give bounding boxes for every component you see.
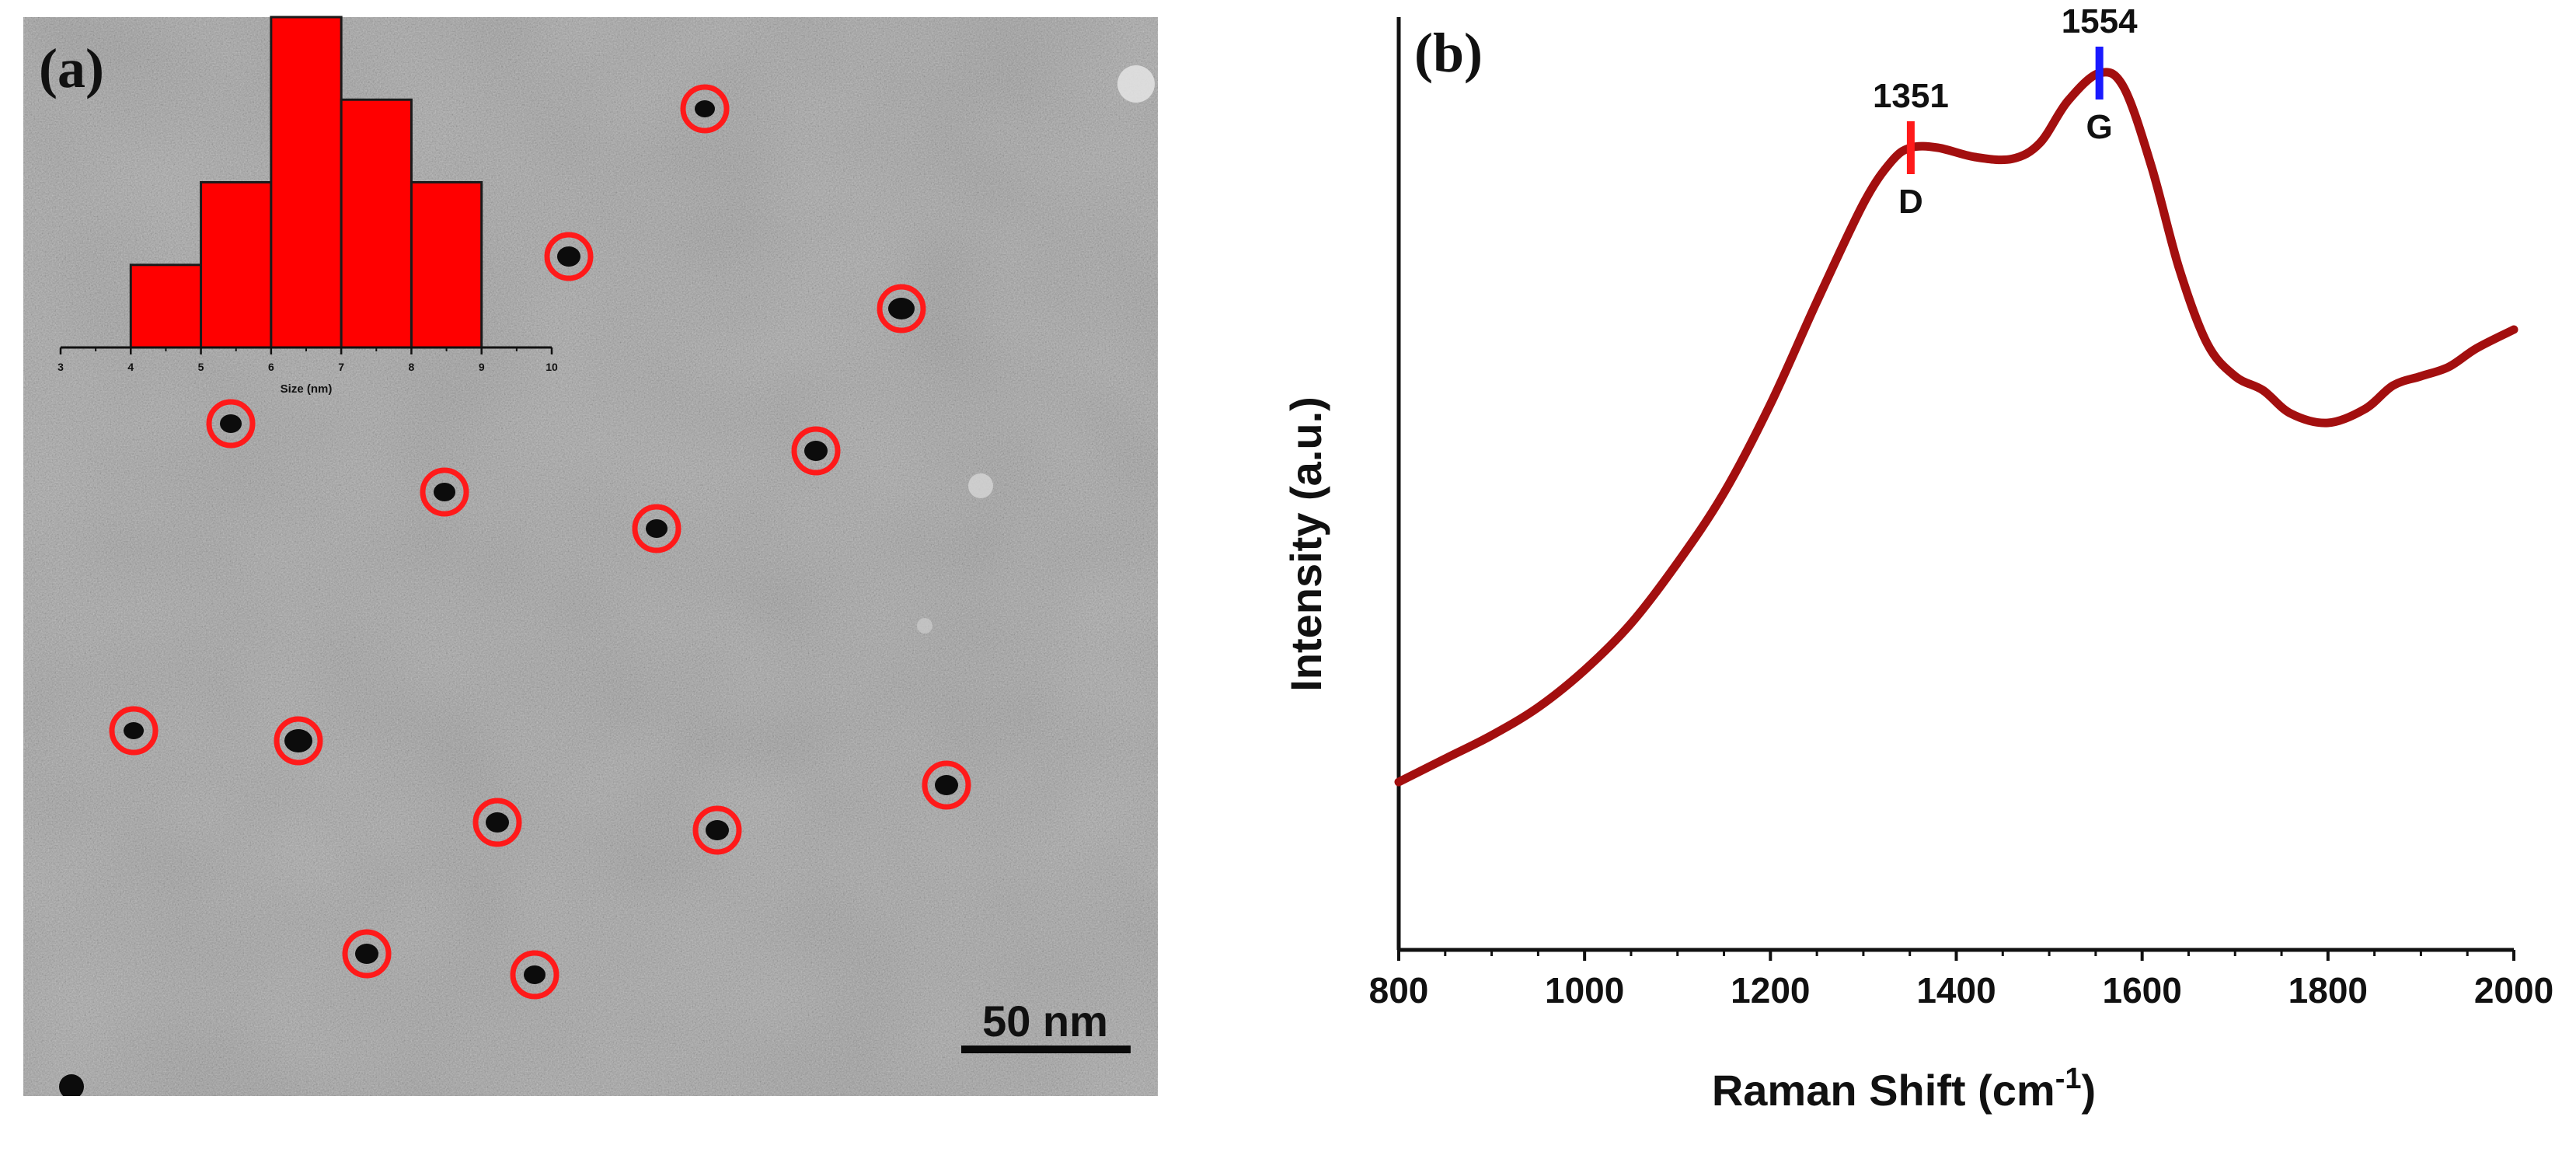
particle-marker-circle: [544, 232, 594, 281]
nanoparticle: [804, 441, 828, 461]
nanoparticle: [557, 246, 580, 267]
particle-marker-circle: [472, 798, 522, 847]
nanoparticle: [486, 812, 509, 833]
bright-spot: [968, 473, 993, 498]
x-tick-label: 1600: [2102, 970, 2181, 1011]
inset-tick-label: 6: [268, 361, 274, 373]
peak-marker-g: [2095, 47, 2104, 99]
nanoparticle-layer: [109, 84, 971, 1000]
particle-marker-circle: [632, 504, 681, 553]
particle-marker-circle: [342, 929, 392, 979]
size-histogram-inset: 3 4 5 6 7 8 9 10 Size (nm): [58, 16, 558, 396]
raman-spectrum-panel: (b) 800 1000 1200 1400 1600 1800 2000 1351 D 1554…: [1281, 2, 2553, 1115]
x-tick-label: 1400: [1916, 970, 1996, 1011]
x-tick-label: 2000: [2474, 970, 2553, 1011]
bright-spot: [1117, 65, 1155, 103]
particle-marker-circle: [791, 426, 841, 476]
panel-b-label: (b): [1414, 22, 1483, 84]
particle-marker-circle: [922, 760, 971, 810]
x-tick-label: 1800: [2288, 970, 2368, 1011]
nanoparticle: [706, 820, 729, 840]
raman-plot: 800 1000 1200 1400 1600 1800 2000 1351 D 1554 G: [1369, 2, 2554, 1011]
nanoparticle: [888, 298, 915, 319]
tem-grain-texture: [23, 17, 1158, 1096]
histogram-bar: [270, 16, 343, 349]
inset-tick-label: 9: [479, 361, 485, 373]
nanoparticle: [695, 100, 715, 117]
x-tick-label: 800: [1369, 970, 1429, 1011]
bright-spot: [917, 618, 932, 634]
particle-marker-circle: [274, 716, 323, 766]
peak-band-label: G: [2086, 108, 2113, 146]
particle-marker-circle: [877, 284, 926, 333]
raman-spectrum-line: [1394, 68, 2518, 787]
inset-tick-label: 10: [546, 361, 558, 373]
peak-marker-d: [1906, 121, 1915, 174]
nanoparticle: [524, 965, 546, 984]
peak-position-label: 1554: [2062, 2, 2138, 40]
nanoparticle: [284, 729, 312, 752]
particle-marker-circle: [510, 950, 559, 1000]
histogram-bar: [410, 181, 483, 349]
x-tick-label: 1200: [1731, 970, 1810, 1011]
inset-x-axis-label: Size (nm): [281, 382, 333, 396]
x-tick-label: 1000: [1545, 970, 1624, 1011]
nanoparticle: [355, 944, 378, 964]
particle-marker-circle: [680, 84, 730, 134]
histogram-bar: [200, 181, 273, 349]
nanoparticle: [434, 483, 455, 501]
tem-micrograph-panel: (a) 3 4 5 6 7 8 9 10 Size (nm) 50 nm: [23, 16, 1158, 1096]
nanoparticle: [220, 414, 242, 433]
particle-marker-circle: [420, 467, 469, 517]
nanoparticle: [646, 519, 668, 538]
inset-tick-label: 8: [409, 361, 415, 373]
inset-tick-label: 3: [58, 361, 64, 373]
particle-marker-circle: [206, 399, 256, 449]
stray-particle: [59, 1074, 84, 1096]
x-axis-title: Raman Shift (cm-1): [1712, 1063, 2096, 1115]
scale-bar-label: 50 nm: [982, 997, 1108, 1046]
particle-marker-circle: [692, 805, 742, 855]
peak-band-label: D: [1898, 183, 1923, 221]
inset-tick-label: 4: [127, 361, 134, 373]
particle-marker-circle: [109, 706, 159, 756]
nanoparticle: [124, 722, 144, 739]
inset-tick-label: 7: [338, 361, 344, 373]
peak-position-label: 1351: [1873, 77, 1949, 115]
panel-a-label: (a): [39, 37, 104, 99]
scale-bar: [961, 1046, 1131, 1053]
inset-tick-label: 5: [198, 361, 204, 373]
histogram-bar: [129, 264, 203, 349]
histogram-bar: [340, 98, 413, 349]
y-axis-title: Intensity (a.u.): [1281, 396, 1330, 692]
nanoparticle: [935, 775, 958, 795]
